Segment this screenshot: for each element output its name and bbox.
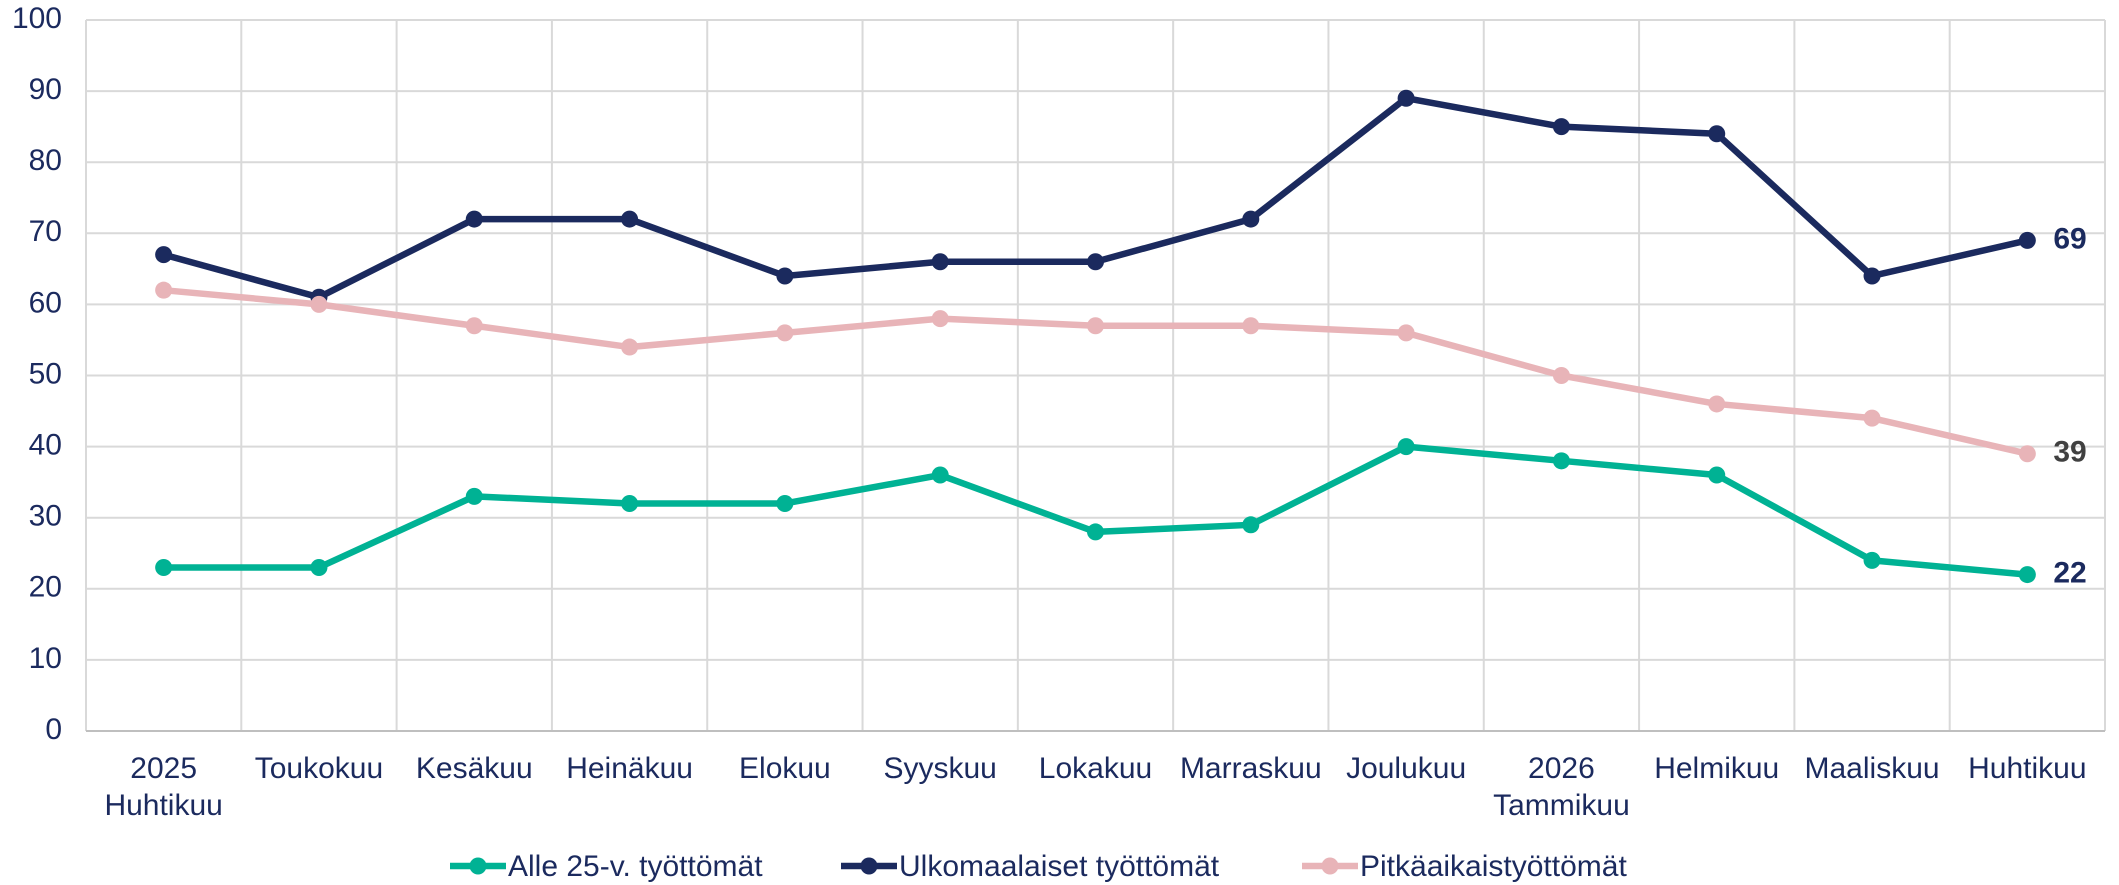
y-tick-label: 40 — [29, 429, 62, 462]
x-tick-label: Helmikuu — [1654, 752, 1779, 785]
x-tick-label: Kesäkuu — [416, 752, 533, 785]
point — [1708, 466, 1726, 484]
x-tick-label: Maaliskuu — [1805, 752, 1940, 785]
x-tick-label: Marraskuu — [1180, 752, 1322, 785]
point — [2018, 566, 2036, 584]
y-tick-label: 60 — [29, 286, 62, 319]
point — [1863, 551, 1881, 569]
point — [621, 338, 639, 356]
data-label: 22 — [2053, 557, 2086, 590]
point — [621, 494, 639, 512]
point — [776, 494, 794, 512]
y-tick-label: 100 — [12, 2, 62, 35]
point — [931, 466, 949, 484]
point — [1863, 267, 1881, 285]
point — [1552, 118, 1570, 136]
y-tick-label: 10 — [29, 642, 62, 675]
legend-marker — [860, 857, 878, 875]
point — [931, 310, 949, 328]
point — [2018, 445, 2036, 463]
x-tick-label: 2025 — [130, 752, 197, 785]
point — [1242, 210, 1260, 228]
point — [1708, 395, 1726, 413]
point — [1397, 89, 1415, 107]
point — [1087, 317, 1104, 335]
x-tick-label: Tammikuu — [1493, 789, 1630, 822]
point — [1397, 324, 1415, 342]
y-tick-label: 90 — [29, 73, 62, 106]
x-tick-label: Syyskuu — [883, 752, 996, 785]
point — [1863, 409, 1881, 427]
x-tick-label: Heinäkuu — [566, 752, 693, 785]
y-tick-label: 20 — [29, 571, 62, 604]
point — [1708, 125, 1726, 143]
point — [1242, 317, 1260, 335]
point — [2018, 231, 2036, 249]
x-tick-label: Huhtikuu — [1968, 752, 2086, 785]
point — [1552, 452, 1570, 470]
y-tick-label: 50 — [29, 357, 62, 390]
x-tick-label: Joulukuu — [1346, 752, 1466, 785]
y-tick-label: 80 — [29, 144, 62, 177]
series-line — [163, 286, 2029, 457]
point — [931, 253, 949, 271]
point — [1242, 516, 1260, 534]
point — [1552, 367, 1570, 384]
series-line — [163, 443, 2028, 578]
point — [465, 317, 483, 335]
legend-label: Pitkäaikaistyöttömät — [1360, 850, 1627, 883]
point — [776, 324, 794, 342]
x-tick-label: 2026 — [1528, 752, 1595, 785]
data-label: 39 — [2053, 436, 2086, 469]
point — [621, 210, 639, 228]
point — [776, 267, 794, 285]
x-tick-label: Toukokuu — [255, 752, 383, 785]
data-label: 69 — [2053, 222, 2086, 255]
point — [1087, 523, 1104, 541]
point — [155, 246, 173, 264]
legend-marker — [469, 857, 487, 875]
point — [465, 487, 483, 505]
point — [1397, 438, 1415, 456]
legend-label: Ulkomaalaiset työttömät — [899, 850, 1220, 883]
point — [310, 558, 328, 576]
point — [310, 295, 328, 313]
point — [465, 210, 483, 228]
legend-marker — [1321, 857, 1339, 875]
x-tick-label: Elokuu — [739, 752, 831, 785]
point — [155, 281, 173, 299]
point — [155, 558, 173, 576]
x-tick-label: Huhtikuu — [104, 789, 222, 822]
y-tick-label: 30 — [29, 500, 62, 533]
point — [1087, 253, 1104, 271]
y-tick-label: 70 — [29, 215, 62, 248]
y-tick-label: 0 — [45, 713, 62, 746]
x-tick-label: Lokakuu — [1039, 752, 1152, 785]
legend-label: Alle 25-v. työttömät — [508, 850, 763, 883]
